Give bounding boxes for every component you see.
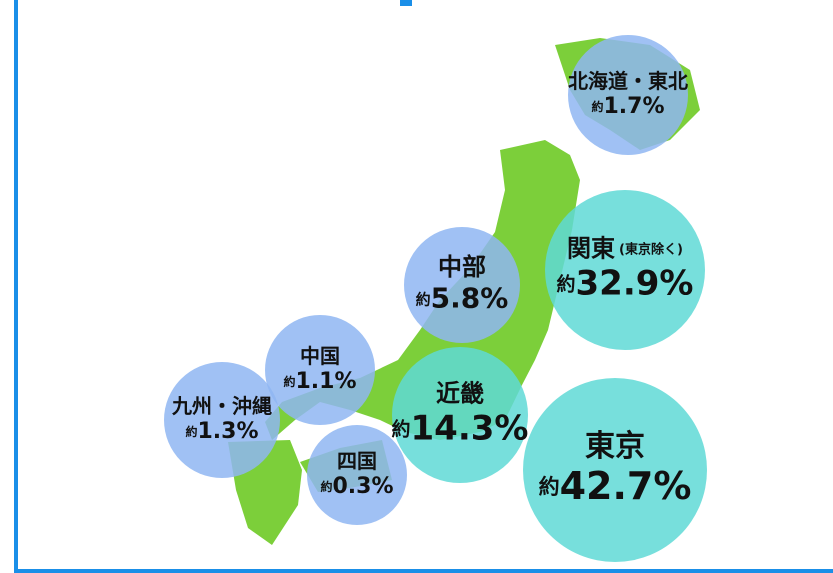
region-name-text: 東京 <box>585 429 645 464</box>
region-prefix: 約 <box>591 99 603 114</box>
region-prefix: 約 <box>557 272 576 295</box>
region-name: 関東 (東京除く) <box>567 235 683 263</box>
region-value: 約1.1% <box>283 369 356 394</box>
region-share: 42.7% <box>560 464 692 508</box>
region-share: 1.7% <box>604 94 665 119</box>
region-bubble <box>307 425 407 525</box>
region-share: 1.1% <box>296 369 357 394</box>
frame-top-mark <box>400 0 412 6</box>
region-share: 0.3% <box>333 474 394 499</box>
region-name: 東京 <box>585 429 645 464</box>
frame-bottom <box>14 569 833 573</box>
region-name-text: 関東 <box>567 235 615 263</box>
region-prefix: 約 <box>392 417 411 440</box>
region-name: 中国 <box>300 343 340 367</box>
region-value: 約42.7% <box>539 464 692 508</box>
region-name-text: 九州・沖縄 <box>171 393 272 417</box>
region-name: 九州・沖縄 <box>171 393 272 417</box>
region-share: 14.3% <box>411 408 529 448</box>
region-note: (東京除く) <box>619 241 683 257</box>
region-prefix: 約 <box>185 424 197 439</box>
region-value: 約0.3% <box>320 474 393 499</box>
region-share: 1.3% <box>198 419 259 444</box>
region-share: 32.9% <box>576 263 694 303</box>
region-prefix: 約 <box>416 290 431 308</box>
region-bubble <box>164 362 280 478</box>
region-bubble <box>404 227 520 343</box>
region-value: 約5.8% <box>416 281 509 314</box>
frame-left <box>14 0 18 573</box>
region-name-text: 四国 <box>337 448 377 472</box>
region-prefix: 約 <box>283 374 295 389</box>
region-bubble <box>545 190 705 350</box>
region-prefix: 約 <box>539 475 560 499</box>
region-value: 約1.3% <box>185 419 258 444</box>
region-bubble <box>392 347 528 483</box>
region-name-text: 北海道・東北 <box>568 68 688 92</box>
region-name: 四国 <box>337 448 377 472</box>
region-value: 約1.7% <box>591 94 664 119</box>
region-value: 約14.3% <box>392 408 529 448</box>
region-name: 中部 <box>438 253 486 281</box>
region-name: 近畿 <box>436 380 484 408</box>
region-name: 北海道・東北 <box>568 68 688 92</box>
region-share: 5.8% <box>431 281 509 314</box>
region-bubble <box>523 378 707 562</box>
region-prefix: 約 <box>320 479 332 494</box>
region-name-text: 中国 <box>300 343 340 367</box>
region-bubble <box>568 35 688 155</box>
region-name-text: 近畿 <box>436 380 484 408</box>
region-value: 約32.9% <box>557 263 694 303</box>
region-name-text: 中部 <box>438 253 486 281</box>
region-bubble <box>265 315 375 425</box>
